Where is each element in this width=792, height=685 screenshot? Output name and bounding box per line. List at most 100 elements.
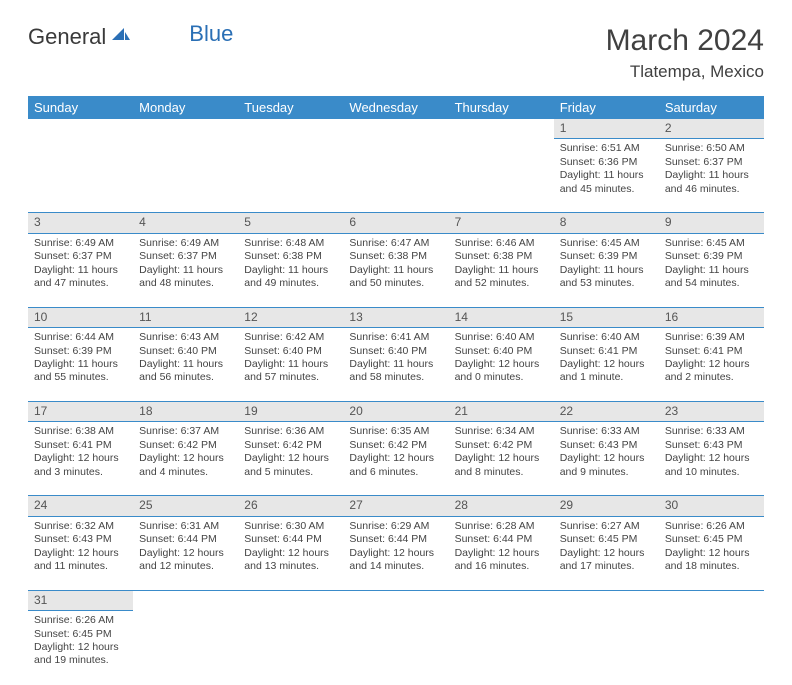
day-number-cell: [659, 590, 764, 610]
day-number-cell: 21: [449, 402, 554, 422]
day-cell: Sunrise: 6:50 AMSunset: 6:37 PMDaylight:…: [659, 139, 764, 213]
day-number-cell: 5: [238, 213, 343, 233]
sunset-text: Sunset: 6:40 PM: [455, 345, 548, 358]
day-number-cell: 2: [659, 119, 764, 139]
sunrise-text: Sunrise: 6:30 AM: [244, 520, 337, 533]
sunset-text: Sunset: 6:40 PM: [349, 345, 442, 358]
day-content-row: Sunrise: 6:38 AMSunset: 6:41 PMDaylight:…: [28, 422, 764, 496]
sunrise-text: Sunrise: 6:50 AM: [665, 142, 758, 155]
sunrise-text: Sunrise: 6:49 AM: [139, 237, 232, 250]
day-cell: Sunrise: 6:48 AMSunset: 6:38 PMDaylight:…: [238, 233, 343, 307]
day-number-cell: 7: [449, 213, 554, 233]
day-cell: Sunrise: 6:39 AMSunset: 6:41 PMDaylight:…: [659, 328, 764, 402]
daylight-text: Daylight: 12 hours and 6 minutes.: [349, 452, 442, 479]
sunset-text: Sunset: 6:38 PM: [244, 250, 337, 263]
daylight-text: Daylight: 12 hours and 9 minutes.: [560, 452, 653, 479]
day-cell: Sunrise: 6:40 AMSunset: 6:40 PMDaylight:…: [449, 328, 554, 402]
calendar-table: Sunday Monday Tuesday Wednesday Thursday…: [28, 96, 764, 685]
day-cell: [343, 611, 448, 685]
daylight-text: Daylight: 12 hours and 11 minutes.: [34, 547, 127, 574]
day-number-cell: 30: [659, 496, 764, 516]
sunrise-text: Sunrise: 6:26 AM: [34, 614, 127, 627]
daylight-text: Daylight: 12 hours and 18 minutes.: [665, 547, 758, 574]
sunset-text: Sunset: 6:42 PM: [455, 439, 548, 452]
day-number-cell: [133, 119, 238, 139]
sunrise-text: Sunrise: 6:33 AM: [665, 425, 758, 438]
day-cell: Sunrise: 6:26 AMSunset: 6:45 PMDaylight:…: [28, 611, 133, 685]
daylight-text: Daylight: 12 hours and 1 minute.: [560, 358, 653, 385]
day-number-cell: 15: [554, 307, 659, 327]
day-number-row: 17181920212223: [28, 402, 764, 422]
day-cell: [133, 611, 238, 685]
weekday-header: Sunday: [28, 96, 133, 119]
day-cell: Sunrise: 6:47 AMSunset: 6:38 PMDaylight:…: [343, 233, 448, 307]
sunrise-text: Sunrise: 6:38 AM: [34, 425, 127, 438]
weekday-header: Tuesday: [238, 96, 343, 119]
sunrise-text: Sunrise: 6:45 AM: [560, 237, 653, 250]
day-cell: Sunrise: 6:41 AMSunset: 6:40 PMDaylight:…: [343, 328, 448, 402]
day-cell: [449, 139, 554, 213]
sunrise-text: Sunrise: 6:34 AM: [455, 425, 548, 438]
day-number-cell: 17: [28, 402, 133, 422]
daylight-text: Daylight: 12 hours and 17 minutes.: [560, 547, 653, 574]
daylight-text: Daylight: 11 hours and 56 minutes.: [139, 358, 232, 385]
day-number-cell: [28, 119, 133, 139]
daylight-text: Daylight: 12 hours and 4 minutes.: [139, 452, 232, 479]
day-number-cell: 6: [343, 213, 448, 233]
daylight-text: Daylight: 11 hours and 47 minutes.: [34, 264, 127, 291]
sunrise-text: Sunrise: 6:47 AM: [349, 237, 442, 250]
day-cell: [554, 611, 659, 685]
daylight-text: Daylight: 11 hours and 46 minutes.: [665, 169, 758, 196]
day-cell: Sunrise: 6:34 AMSunset: 6:42 PMDaylight:…: [449, 422, 554, 496]
day-number-cell: [133, 590, 238, 610]
day-cell: [343, 139, 448, 213]
day-number-row: 24252627282930: [28, 496, 764, 516]
day-cell: Sunrise: 6:46 AMSunset: 6:38 PMDaylight:…: [449, 233, 554, 307]
day-number-cell: 22: [554, 402, 659, 422]
weekday-header: Monday: [133, 96, 238, 119]
weekday-header: Wednesday: [343, 96, 448, 119]
day-cell: Sunrise: 6:29 AMSunset: 6:44 PMDaylight:…: [343, 516, 448, 590]
day-cell: Sunrise: 6:51 AMSunset: 6:36 PMDaylight:…: [554, 139, 659, 213]
sunrise-text: Sunrise: 6:33 AM: [560, 425, 653, 438]
sunrise-text: Sunrise: 6:51 AM: [560, 142, 653, 155]
sunrise-text: Sunrise: 6:42 AM: [244, 331, 337, 344]
day-cell: [238, 611, 343, 685]
day-number-cell: 25: [133, 496, 238, 516]
sunrise-text: Sunrise: 6:40 AM: [455, 331, 548, 344]
day-cell: Sunrise: 6:40 AMSunset: 6:41 PMDaylight:…: [554, 328, 659, 402]
day-number-cell: 27: [343, 496, 448, 516]
sunset-text: Sunset: 6:44 PM: [455, 533, 548, 546]
sunrise-text: Sunrise: 6:40 AM: [560, 331, 653, 344]
sunrise-text: Sunrise: 6:39 AM: [665, 331, 758, 344]
day-number-cell: [343, 119, 448, 139]
month-title: March 2024: [606, 24, 764, 58]
day-number-cell: 13: [343, 307, 448, 327]
sunset-text: Sunset: 6:45 PM: [560, 533, 653, 546]
daylight-text: Daylight: 12 hours and 8 minutes.: [455, 452, 548, 479]
sunrise-text: Sunrise: 6:46 AM: [455, 237, 548, 250]
day-cell: Sunrise: 6:33 AMSunset: 6:43 PMDaylight:…: [659, 422, 764, 496]
sunset-text: Sunset: 6:41 PM: [560, 345, 653, 358]
day-number-row: 10111213141516: [28, 307, 764, 327]
daylight-text: Daylight: 12 hours and 14 minutes.: [349, 547, 442, 574]
logo-blue: Blue: [189, 21, 233, 47]
day-cell: Sunrise: 6:36 AMSunset: 6:42 PMDaylight:…: [238, 422, 343, 496]
day-cell: [449, 611, 554, 685]
sunrise-text: Sunrise: 6:36 AM: [244, 425, 337, 438]
calendar-body: 12Sunrise: 6:51 AMSunset: 6:36 PMDayligh…: [28, 119, 764, 685]
day-number-cell: 18: [133, 402, 238, 422]
daylight-text: Daylight: 12 hours and 12 minutes.: [139, 547, 232, 574]
title-block: March 2024 Tlatempa, Mexico: [606, 24, 764, 82]
day-cell: Sunrise: 6:43 AMSunset: 6:40 PMDaylight:…: [133, 328, 238, 402]
sunset-text: Sunset: 6:42 PM: [244, 439, 337, 452]
day-content-row: Sunrise: 6:51 AMSunset: 6:36 PMDaylight:…: [28, 139, 764, 213]
location: Tlatempa, Mexico: [606, 62, 764, 82]
day-number-cell: [238, 590, 343, 610]
daylight-text: Daylight: 11 hours and 58 minutes.: [349, 358, 442, 385]
day-number-cell: 20: [343, 402, 448, 422]
day-cell: Sunrise: 6:38 AMSunset: 6:41 PMDaylight:…: [28, 422, 133, 496]
day-number-cell: 11: [133, 307, 238, 327]
daylight-text: Daylight: 12 hours and 16 minutes.: [455, 547, 548, 574]
day-number-cell: [449, 590, 554, 610]
